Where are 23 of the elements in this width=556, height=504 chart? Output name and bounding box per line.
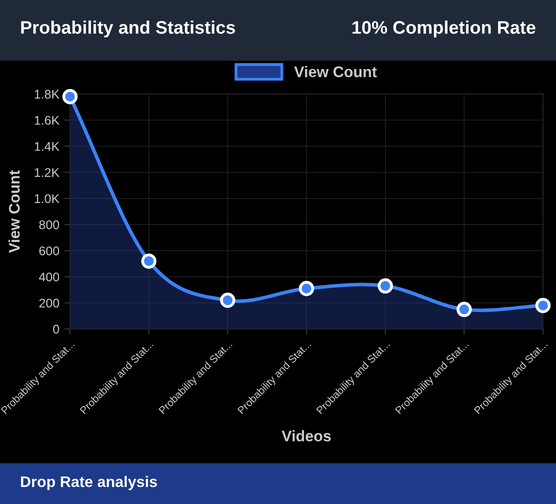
point: [378, 278, 393, 294]
point: [298, 280, 314, 296]
point: [62, 88, 78, 104]
legend-label: View Count: [294, 66, 377, 78]
chart-subtitle: 10% Completion Rate: [352, 20, 536, 38]
y-tick-label: 600: [39, 246, 60, 256]
y-tick-label: 1.4K: [34, 142, 60, 151]
y-tick-label: 1.6K: [34, 116, 60, 125]
y-tick-label: 0: [53, 324, 60, 334]
point: [220, 292, 236, 308]
y-tick-label: 800: [39, 220, 60, 230]
point: [456, 302, 472, 318]
y-tick-label: 400: [39, 272, 60, 282]
text: Drop Rate analysis: [21, 476, 157, 490]
y-tick-label: 200: [39, 298, 60, 308]
point: [141, 253, 156, 269]
y-tick-label: 1.0K: [34, 194, 60, 204]
y-tick-label: 1.8K: [34, 90, 60, 99]
chart-title: Probability and Statistics: [21, 20, 235, 38]
y-tick-label: 1.2K: [34, 168, 60, 177]
y-axis-title: View Count: [8, 170, 20, 253]
point: [535, 298, 551, 314]
x-axis-title: Videos: [282, 430, 331, 442]
